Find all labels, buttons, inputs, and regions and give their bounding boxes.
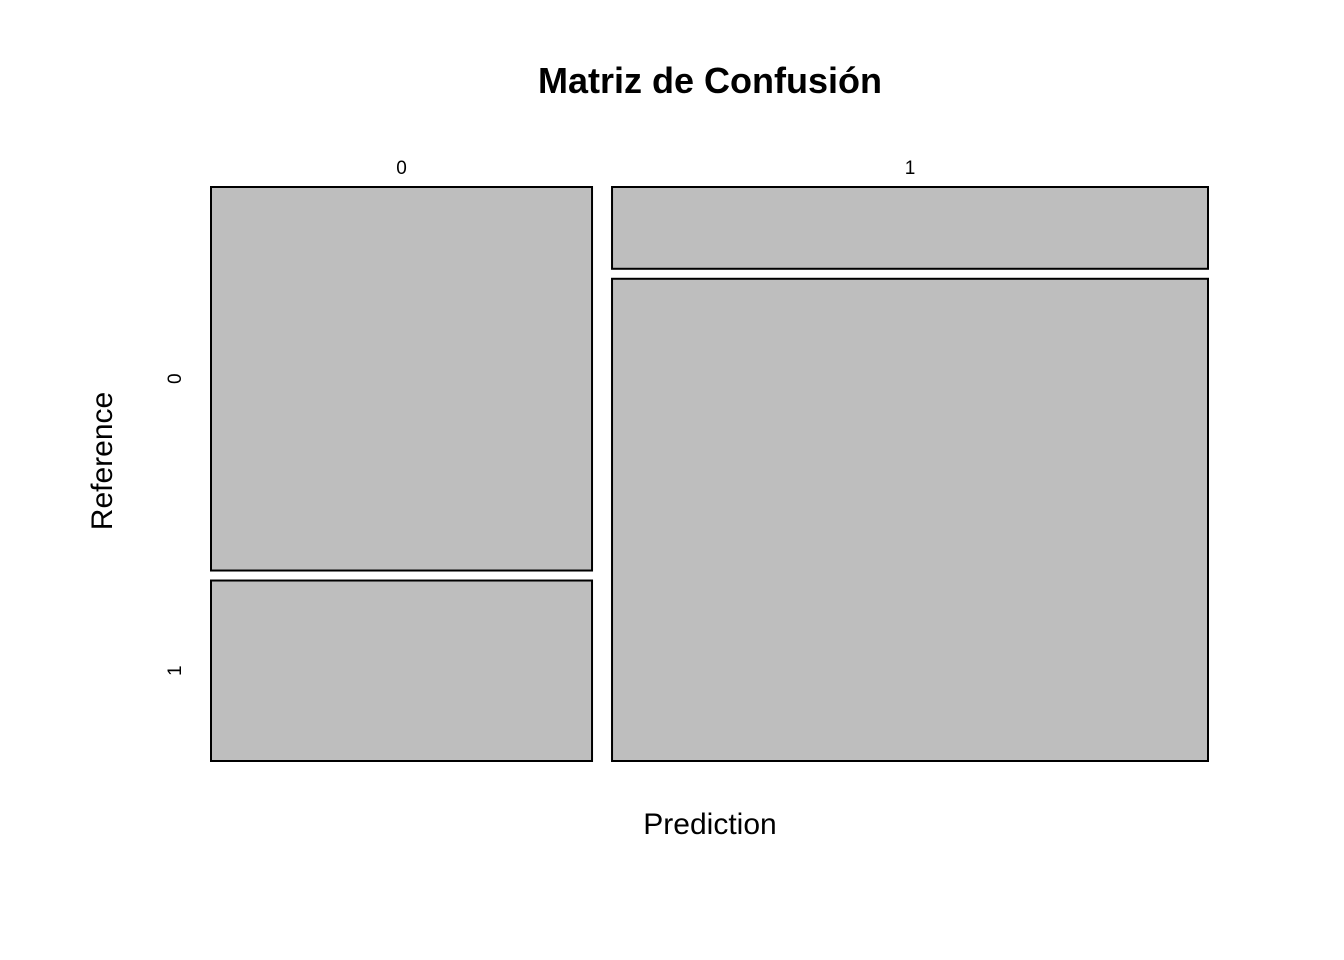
mosaic-tile: [611, 186, 1209, 270]
mosaic-tile: [611, 277, 1209, 762]
mosaic-tiles: [210, 186, 1209, 763]
y-tick-label: 0: [165, 373, 186, 384]
mosaic-tile: [210, 186, 594, 572]
y-axis-label: Reference: [86, 392, 119, 530]
y-tick-label: 1: [165, 665, 186, 676]
x-tick-label: 0: [396, 158, 407, 179]
y-tick-labels: 01: [165, 373, 186, 676]
chart-title: Matriz de Confusión: [538, 60, 882, 101]
x-tick-label: 1: [905, 158, 916, 179]
x-axis-label: Prediction: [643, 808, 776, 841]
mosaic-tile: [210, 579, 594, 763]
